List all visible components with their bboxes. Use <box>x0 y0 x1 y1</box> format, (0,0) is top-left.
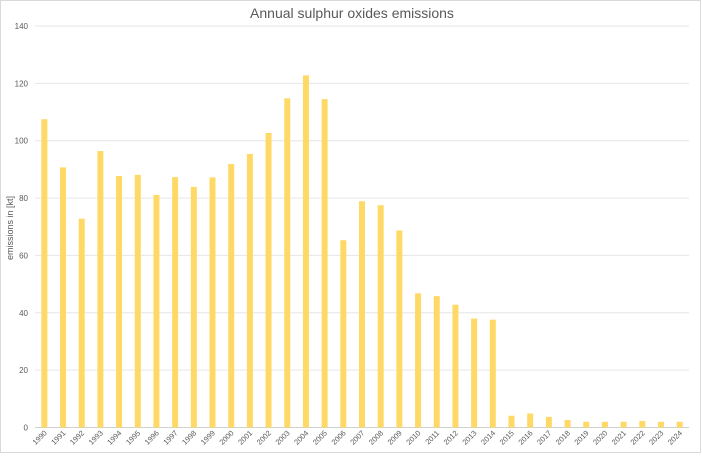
x-tick-label: 2022 <box>629 429 647 447</box>
y-tick-label: 60 <box>19 251 28 260</box>
bar-2024 <box>676 421 683 428</box>
bar-2017 <box>545 416 552 428</box>
bar-2013 <box>471 318 478 428</box>
bar-1994 <box>116 175 123 428</box>
x-tick-label: 2011 <box>423 429 441 447</box>
bar-1993 <box>97 151 104 428</box>
x-tick-label: 1993 <box>87 429 105 447</box>
bar-2007 <box>359 201 365 428</box>
bar-2000 <box>228 163 235 428</box>
bar-2022 <box>639 420 646 428</box>
bar-1995 <box>134 174 141 428</box>
y-tick-label: 20 <box>19 366 28 375</box>
y-tick-label: 140 <box>15 22 29 31</box>
bar-1997 <box>172 177 179 428</box>
x-tick-label: 2015 <box>498 429 516 447</box>
x-tick-label: 2017 <box>535 429 553 447</box>
x-tick-label: 2020 <box>591 429 609 447</box>
x-tick-label: 2006 <box>330 429 348 447</box>
x-tick-label: 2016 <box>516 429 534 447</box>
bar-2009 <box>396 230 403 428</box>
x-tick-label: 2007 <box>348 429 366 447</box>
y-tick-label: 0 <box>24 424 29 433</box>
x-tick-label: 2009 <box>386 429 404 447</box>
x-tick-label: 2004 <box>292 429 310 447</box>
x-tick-labels: 1990 1991 1992 1993 1994 1995 1996 1997 1998 1999… <box>31 429 684 447</box>
y-tick-label: 100 <box>15 137 29 146</box>
x-tick-label: 2013 <box>460 429 478 447</box>
x-tick-label: 1999 <box>199 429 217 447</box>
bar-2001 <box>246 153 253 428</box>
bar-1992 <box>78 218 85 428</box>
x-tick-label: 2005 <box>311 429 329 447</box>
x-tick-label: 2010 <box>404 429 422 447</box>
x-tick-label: 1995 <box>124 429 142 447</box>
x-tick-label: 2003 <box>274 429 292 447</box>
x-tick-label: 1990 <box>31 429 49 447</box>
bar-2019 <box>583 421 590 428</box>
bar-1998 <box>190 186 197 428</box>
x-tick-label: 2014 <box>479 429 497 447</box>
bar-2004 <box>302 75 309 428</box>
bar-2010 <box>415 293 422 428</box>
bar-2015 <box>508 415 515 428</box>
bar-2018 <box>564 420 571 428</box>
bar-2020 <box>601 421 608 428</box>
chart-title: Annual sulphur oxides emissions <box>250 5 454 21</box>
bar-1991 <box>60 167 67 428</box>
x-tick-label: 1991 <box>49 429 67 447</box>
x-tick-label: 1994 <box>105 429 123 447</box>
bar-2023 <box>657 421 664 428</box>
bar-2021 <box>620 421 627 428</box>
x-tick-label: 2000 <box>217 429 235 447</box>
bar-2016 <box>527 413 534 428</box>
bar-2014 <box>489 319 496 428</box>
y-tick-label: 120 <box>15 79 29 88</box>
x-tick-label: 1998 <box>180 429 198 447</box>
x-tick-label: 2001 <box>236 429 254 447</box>
bar-1996 <box>153 194 160 428</box>
y-tick-label: 40 <box>19 309 28 318</box>
x-tick-label: 2002 <box>255 429 273 447</box>
x-tick-label: 2012 <box>442 429 460 447</box>
x-tick-label: 2019 <box>572 429 590 447</box>
bar-2011 <box>433 296 440 428</box>
bar-2012 <box>452 304 459 428</box>
y-axis-label: emissions in [kt] <box>5 196 15 260</box>
bars <box>41 75 683 428</box>
y-tick-labels: 0 20 40 60 80 100 120 140 <box>15 22 29 433</box>
bar-2005 <box>321 99 328 428</box>
x-tick-label: 2008 <box>367 429 385 447</box>
x-tick-label: 2021 <box>610 429 628 447</box>
bar-2008 <box>377 205 384 428</box>
x-tick-label: 2023 <box>647 429 665 447</box>
x-tick-label: 1996 <box>143 429 161 447</box>
bar-2006 <box>340 240 347 428</box>
x-tick-label: 1997 <box>161 429 179 447</box>
y-tick-label: 80 <box>19 194 28 203</box>
x-tick-label: 1992 <box>68 429 86 447</box>
x-tick-label: 2024 <box>666 429 684 447</box>
bar-1999 <box>209 177 216 428</box>
x-tick-label: 2018 <box>554 429 572 447</box>
bar-2003 <box>284 98 291 428</box>
bar-2002 <box>265 132 272 428</box>
bar-1990 <box>41 119 48 428</box>
